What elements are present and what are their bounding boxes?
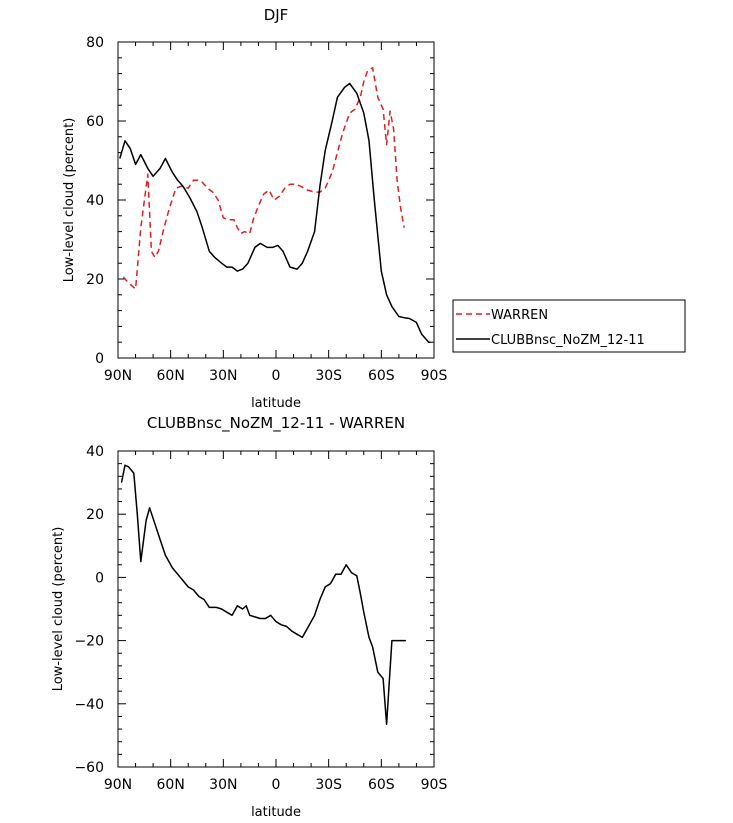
x-tick-label: 60S — [368, 368, 395, 384]
y-axis-label: Low-level cloud (percent) — [51, 527, 66, 692]
difference-panel: CLUBBnsc_NoZM_12-11 - WARREN 90N 60N 30N… — [51, 414, 447, 820]
y-tick-labels: 0 20 40 60 80 — [86, 35, 104, 367]
djf-panel: DJF 90N 60N 30N 0 30S 60S 90S 0 20 40 60… — [62, 6, 447, 411]
plot-frame — [117, 41, 435, 359]
legend-box — [452, 299, 686, 353]
y-tick-label: 40 — [86, 193, 104, 209]
legend-label-clubbnsc: CLUBBnsc_NoZM_12-11 — [491, 333, 645, 348]
x-tick-label: 0 — [272, 368, 281, 384]
y-tick-label: 40 — [86, 444, 104, 460]
x-tick-label: 30N — [209, 368, 237, 384]
legend-label-warren: WARREN — [491, 308, 548, 323]
chart-title: CLUBBnsc_NoZM_12-11 - WARREN — [147, 414, 405, 433]
x-tick-label: 30N — [209, 777, 237, 793]
x-tick-label: 90N — [104, 777, 132, 793]
series-line-clubbnsc — [119, 82, 431, 343]
x-tick-label: 60N — [157, 777, 185, 793]
ticks — [117, 41, 435, 359]
x-tick-label: 90S — [421, 368, 448, 384]
x-tick-label: 30S — [315, 777, 342, 793]
y-tick-label: 80 — [86, 35, 104, 51]
legend: WARREN CLUBBnsc_NoZM_12-11 — [452, 299, 686, 353]
x-axis-label: latitude — [251, 396, 301, 411]
y-tick-label: 0 — [95, 351, 104, 367]
y-tick-label: 60 — [86, 114, 104, 130]
y-tick-label: 0 — [95, 570, 104, 586]
y-axis-label: Low-level cloud (percent) — [62, 118, 77, 283]
y-tick-label: 20 — [86, 272, 104, 288]
series-layer — [119, 66, 431, 343]
x-tick-label: 30S — [315, 368, 342, 384]
x-tick-labels: 90N 60N 30N 0 30S 60S 90S — [104, 777, 448, 793]
x-tick-label: 90N — [104, 368, 132, 384]
x-tick-label: 90S — [421, 777, 448, 793]
x-tick-labels: 90N 60N 30N 0 30S 60S 90S — [104, 368, 448, 384]
x-tick-label: 0 — [272, 777, 281, 793]
x-tick-label: 60N — [157, 368, 185, 384]
chart-title: DJF — [264, 6, 289, 24]
y-tick-labels: −60 −40 −20 0 20 40 — [74, 444, 104, 776]
series-line-difference — [120, 464, 406, 726]
ticks — [117, 450, 435, 768]
x-tick-label: 60S — [368, 777, 395, 793]
x-axis-label: latitude — [251, 805, 301, 820]
y-tick-label: −40 — [74, 697, 104, 713]
series-layer — [120, 464, 406, 726]
series-line-warren — [122, 66, 405, 290]
y-tick-label: −20 — [74, 634, 104, 650]
y-tick-label: 20 — [86, 507, 104, 523]
y-tick-label: −60 — [74, 760, 104, 776]
